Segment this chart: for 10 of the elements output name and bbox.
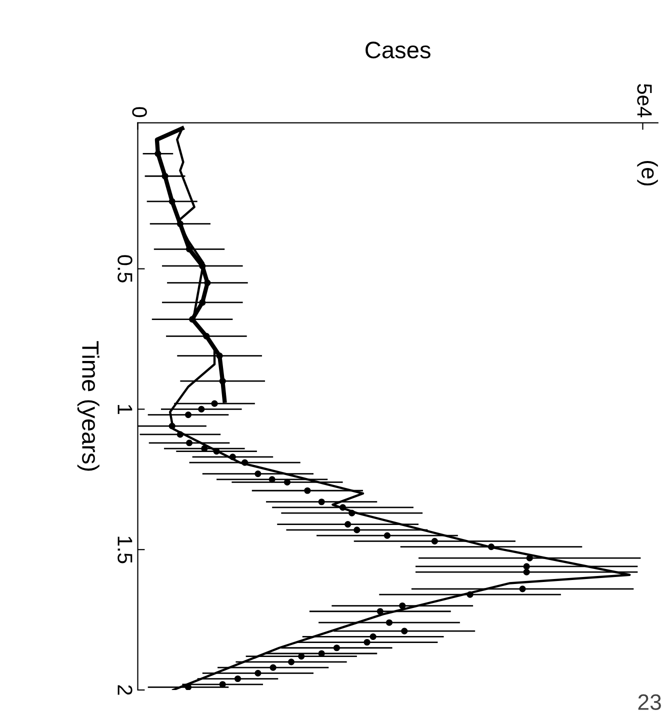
y-tick-label: 1.5: [118, 536, 132, 564]
y-axis-title: Time (years): [77, 341, 100, 471]
y-tick-label: 1: [118, 404, 132, 414]
y-tick-label: 2: [118, 685, 132, 695]
y-tick-label: 0.5: [118, 255, 132, 282]
x-axis-title: Cases: [366, 42, 430, 58]
x-tick-label: 5e4: [637, 84, 652, 118]
x-tick-label: 0: [132, 107, 147, 118]
annotation: (e): [637, 161, 658, 186]
text: 23: [638, 694, 661, 710]
